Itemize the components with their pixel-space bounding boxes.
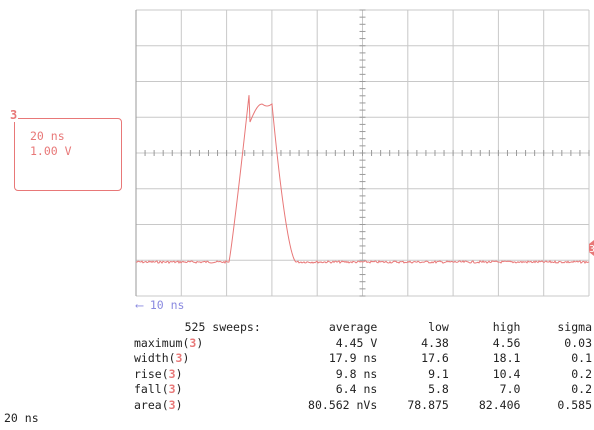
channel-3-tag: 3 xyxy=(9,108,19,122)
channel-timebase-text: 20 ns xyxy=(30,129,65,143)
channel-3-icon: 3 xyxy=(168,366,176,381)
stat-average: 9.8 ns xyxy=(335,366,378,381)
stat-low: 78.875 xyxy=(407,397,449,412)
stat-sigma: 0.585 xyxy=(557,397,592,412)
stat-average: 80.562 nVs xyxy=(308,397,378,412)
stat-high: 82.406 xyxy=(478,397,521,412)
stats-header-row: 525 sweeps: average low high sigma xyxy=(134,320,592,336)
delay-indicator: ⟵ 10 ns xyxy=(136,298,185,312)
header-sigma: sigma xyxy=(557,320,592,334)
channel-3-marker-label: 3 xyxy=(589,244,594,255)
channel-3-icon: 3 xyxy=(189,335,197,350)
stat-high: 10.4 xyxy=(492,366,521,381)
stat-sigma: 0.2 xyxy=(571,382,592,396)
stat-high: 4.56 xyxy=(492,335,521,350)
channel-3-icon: 3 xyxy=(168,397,176,412)
stats-row[interactable]: maximum(3) 4.45 V 4.38 4.56 0.03 xyxy=(134,336,592,352)
waveform-trace xyxy=(135,95,590,265)
graticule xyxy=(135,9,590,297)
stat-average: 4.45 V xyxy=(335,335,378,350)
channel-3-icon: 3 xyxy=(168,382,176,396)
stat-low: 5.8 xyxy=(428,382,449,396)
stats-row[interactable]: fall(3) 6.4 ns 5.8 7.0 0.2 xyxy=(134,382,592,398)
stats-row[interactable]: width(3) 17.9 ns 17.6 18.1 0.1 xyxy=(134,351,592,367)
measurement-name: maximum(3) xyxy=(134,335,204,350)
channel-3-icon: 3 xyxy=(175,351,183,365)
measurement-name: fall(3) xyxy=(134,382,183,396)
bottom-timebase-label: 20 ns xyxy=(4,411,39,425)
stat-high: 7.0 xyxy=(499,382,521,396)
header-average: average xyxy=(328,320,378,334)
header-high: high xyxy=(492,320,521,334)
measurement-name: area(3) xyxy=(134,397,183,412)
stat-low: 4.38 xyxy=(421,335,449,350)
stat-sigma: 0.1 xyxy=(571,351,592,365)
measurement-statistics-table: 525 sweeps: average low high sigma maxim… xyxy=(134,320,592,413)
sweeps-count: 525 sweeps: xyxy=(184,320,261,334)
channel-3-info-box[interactable] xyxy=(14,118,122,191)
stat-high: 18.1 xyxy=(492,351,521,365)
stat-low: 9.1 xyxy=(428,366,449,381)
stat-low: 17.6 xyxy=(421,351,449,365)
stat-average: 17.9 ns xyxy=(328,351,378,365)
measurement-name: width(3) xyxy=(134,351,190,365)
measurement-name: rise(3) xyxy=(134,366,183,381)
stats-row[interactable]: rise(3) 9.8 ns 9.1 10.4 0.2 xyxy=(134,367,592,383)
header-low: low xyxy=(428,320,449,334)
channel-3-level-marker[interactable] xyxy=(589,240,594,256)
stat-sigma: 0.2 xyxy=(571,366,592,381)
stats-row[interactable]: area(3) 80.562 nVs 78.875 82.406 0.585 xyxy=(134,398,592,414)
stat-average: 6.4 ns xyxy=(335,382,378,396)
channel-volts-text: 1.00 V xyxy=(30,144,72,158)
stat-sigma: 0.03 xyxy=(564,335,592,350)
